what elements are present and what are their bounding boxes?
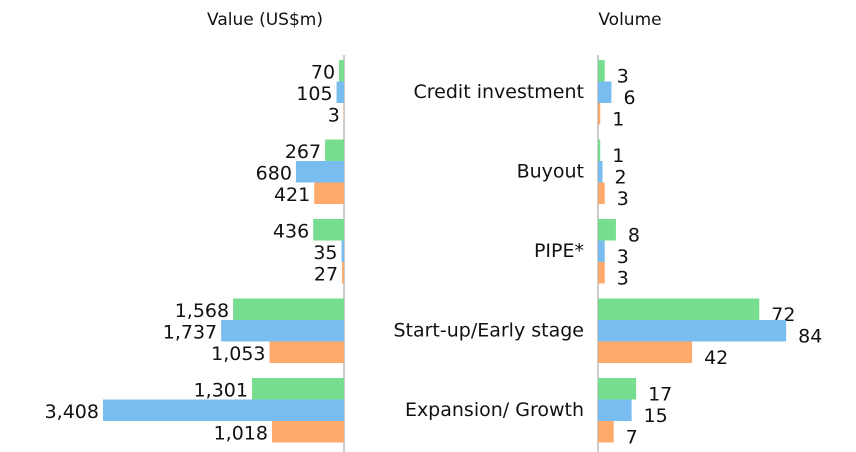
data-label: 15 xyxy=(644,405,668,427)
category-label: PIPE* xyxy=(534,240,584,262)
data-label: 8 xyxy=(628,224,640,246)
data-label: 42 xyxy=(704,347,728,369)
bar xyxy=(233,298,344,320)
data-label: 436 xyxy=(273,220,309,242)
bar xyxy=(314,182,344,204)
bar xyxy=(598,182,605,204)
category-label: Expansion/ Growth xyxy=(405,399,584,421)
data-label: 105 xyxy=(296,83,332,105)
data-label: 7 xyxy=(626,426,638,448)
bar xyxy=(272,421,344,443)
bar xyxy=(598,81,612,103)
bar xyxy=(598,320,787,342)
data-label: 70 xyxy=(311,61,335,83)
category-label: Buyout xyxy=(517,160,584,182)
data-label: 3 xyxy=(617,267,629,289)
data-label: 27 xyxy=(314,263,338,285)
bar xyxy=(313,219,344,241)
bar xyxy=(598,262,605,284)
bar xyxy=(598,139,601,161)
data-label: 1,018 xyxy=(214,422,268,444)
bar xyxy=(598,240,605,262)
bar xyxy=(269,341,344,363)
chart-title: Value (US$m) xyxy=(207,10,323,30)
bar xyxy=(221,320,344,342)
bar xyxy=(598,341,693,363)
data-label: 1 xyxy=(612,108,624,130)
data-label: 84 xyxy=(798,325,822,347)
category-label: Start-up/Early stage xyxy=(393,319,584,341)
data-label: 35 xyxy=(313,242,337,264)
data-label: 680 xyxy=(256,162,292,184)
data-label: 1 xyxy=(612,145,624,167)
data-label: 3 xyxy=(617,65,629,87)
bar xyxy=(103,399,345,421)
bar xyxy=(598,421,614,443)
data-label: 3 xyxy=(328,104,340,126)
data-label: 2 xyxy=(614,166,626,188)
bar xyxy=(252,378,344,400)
data-label: 17 xyxy=(648,383,672,405)
data-label: 3 xyxy=(617,246,629,268)
bar xyxy=(295,161,344,183)
bar xyxy=(598,298,760,320)
data-label: 1,053 xyxy=(211,343,265,365)
data-label: 1,568 xyxy=(175,300,229,322)
bar xyxy=(339,60,344,82)
bar xyxy=(336,81,344,103)
data-label: 3,408 xyxy=(45,401,99,423)
bar xyxy=(598,60,605,82)
bar xyxy=(325,139,344,161)
data-label: 1,737 xyxy=(163,321,217,343)
data-label: 267 xyxy=(285,141,321,163)
bar xyxy=(598,399,632,421)
bar xyxy=(598,378,637,400)
bar xyxy=(598,161,603,183)
chart-title: Volume xyxy=(598,10,661,30)
category-label: Credit investment xyxy=(414,81,584,103)
data-label: 3 xyxy=(617,188,629,210)
bar xyxy=(342,262,344,284)
bar xyxy=(598,219,616,241)
data-label: 6 xyxy=(623,87,635,109)
bar xyxy=(598,103,601,125)
data-label: 1,301 xyxy=(194,379,248,401)
data-label: 421 xyxy=(274,184,310,206)
bar xyxy=(341,240,344,262)
